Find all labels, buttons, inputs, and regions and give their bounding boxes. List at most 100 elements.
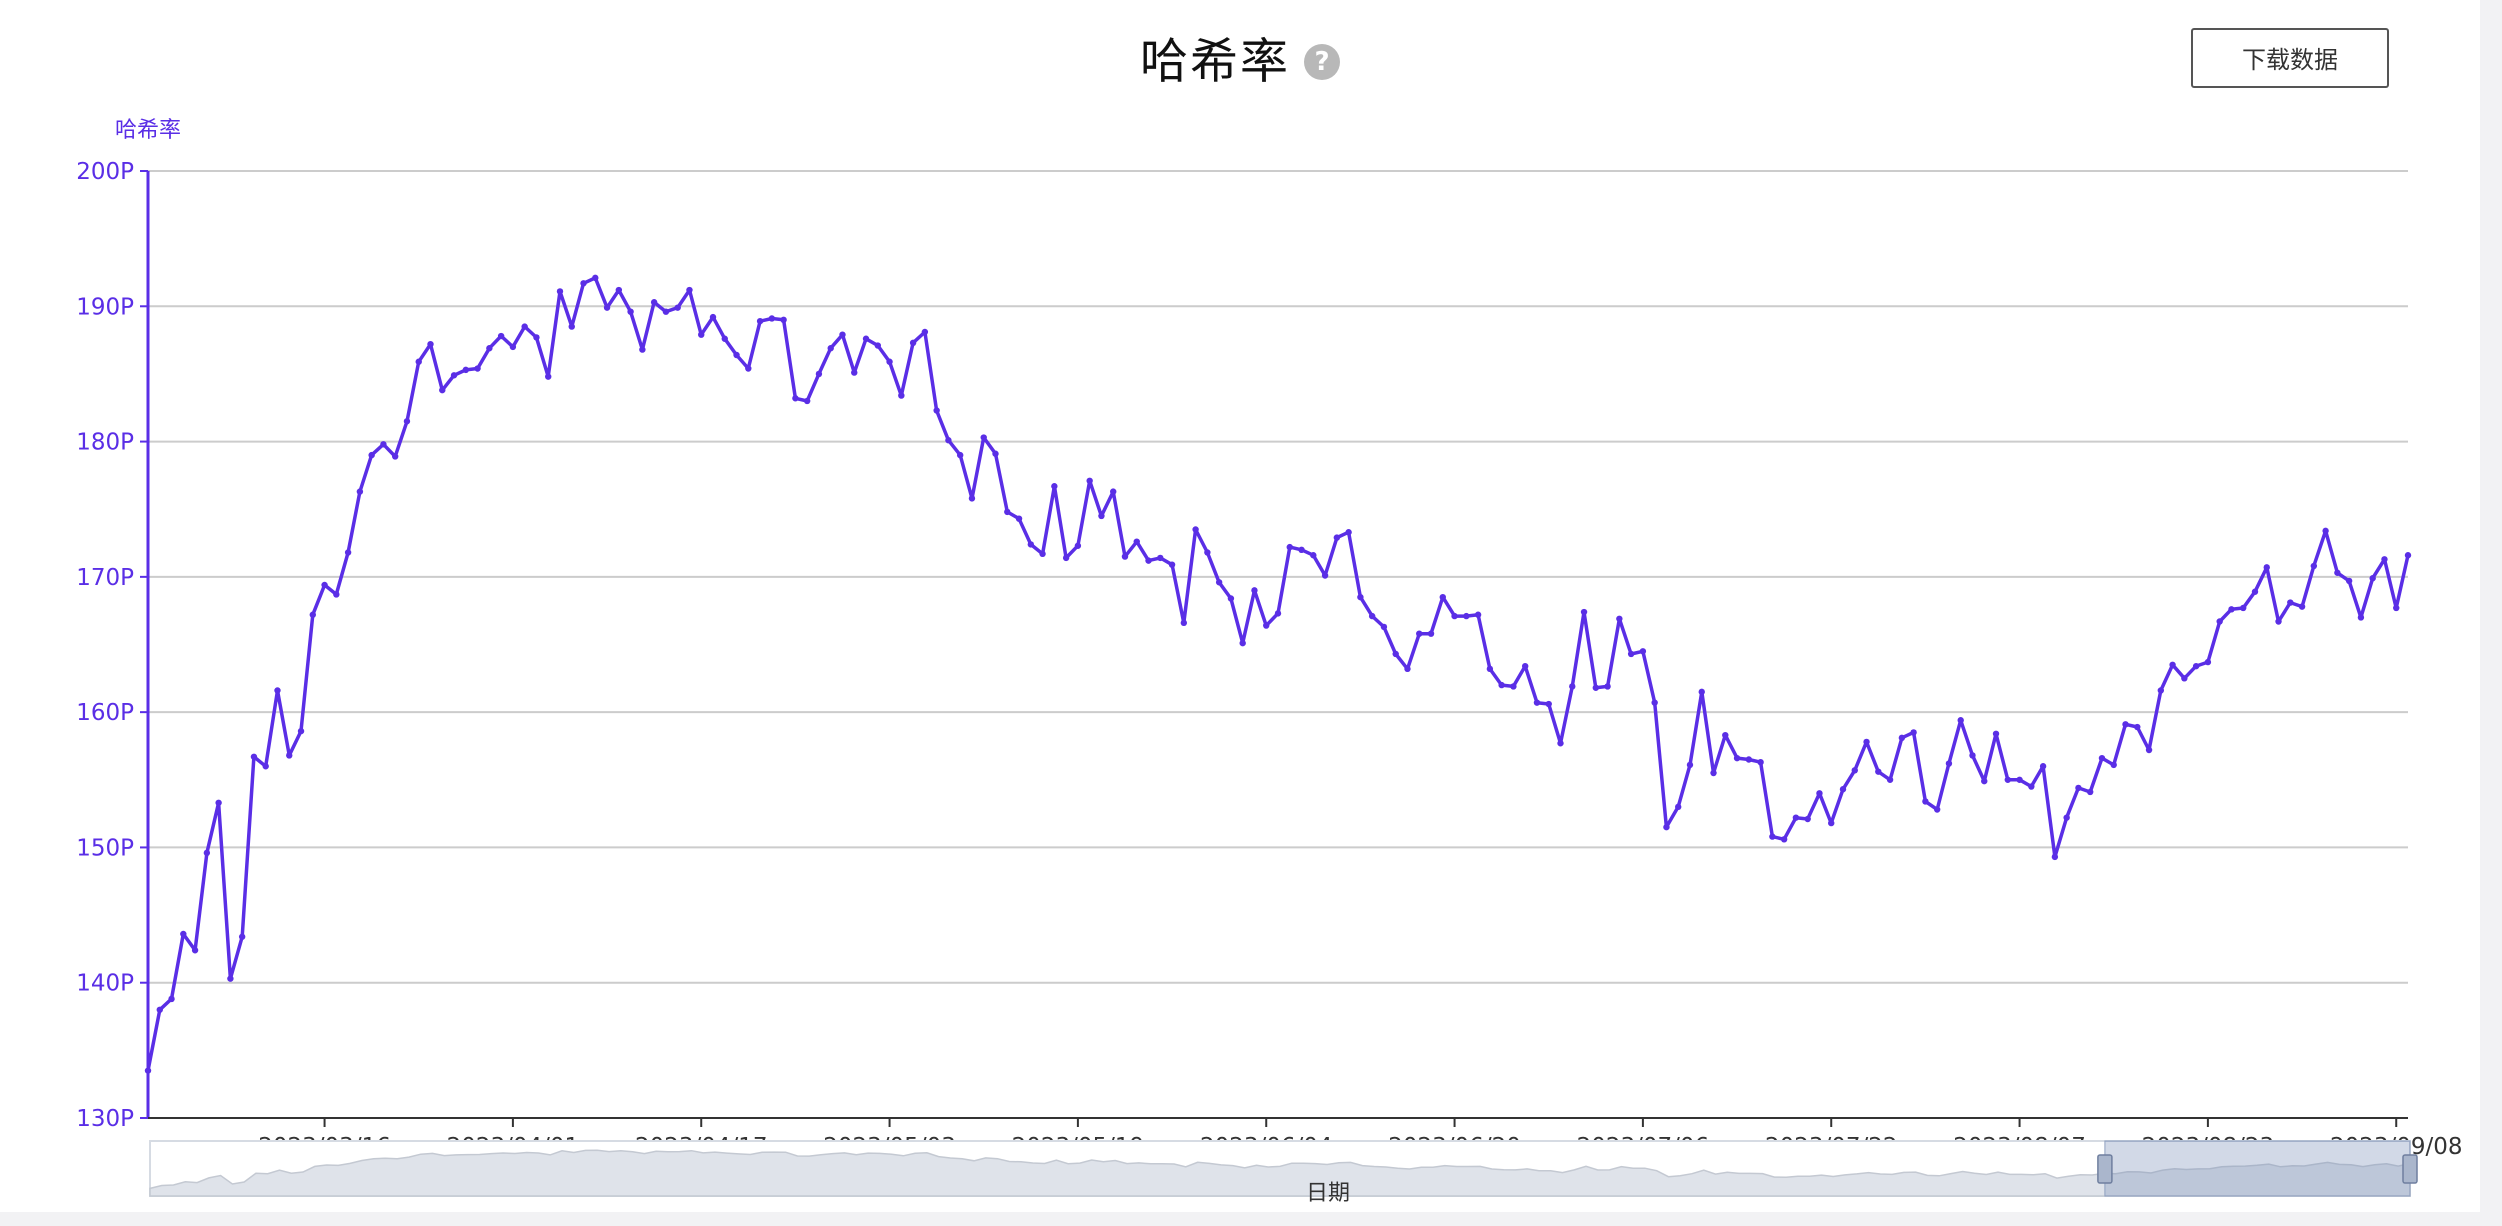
data-point: [1710, 769, 1717, 777]
data-point: [1416, 630, 1423, 637]
zoom-selection[interactable]: [2104, 1140, 2411, 1197]
data-point: [2298, 603, 2306, 610]
data-point: [1451, 612, 1458, 620]
data-point: [2169, 661, 2176, 668]
data-point: [1368, 612, 1376, 620]
data-point: [698, 331, 705, 338]
data-point: [556, 288, 564, 295]
data-point: [1698, 688, 1705, 696]
data-point: [415, 358, 422, 365]
data-point: [2357, 614, 2365, 621]
data-point: [768, 315, 776, 322]
data-point: [1086, 477, 1093, 485]
data-point: [286, 752, 293, 759]
data-point: [2145, 746, 2153, 754]
data-point: [1263, 622, 1270, 629]
data-point: [2381, 556, 2388, 563]
data-point: [1616, 615, 1623, 622]
data-point: [1604, 683, 1611, 690]
data-point: [1969, 752, 1976, 759]
data-point: [274, 687, 281, 694]
data-point: [1839, 786, 1847, 793]
download-data-button[interactable]: 下载数据: [2191, 28, 2389, 88]
data-point: [2404, 552, 2412, 559]
data-point: [815, 370, 823, 378]
data-point: [1474, 611, 1482, 618]
data-point: [2322, 527, 2329, 535]
data-point: [2039, 763, 2047, 770]
data-point: [1051, 483, 1058, 490]
data-point: [1015, 515, 1023, 522]
data-point: [1486, 665, 1494, 673]
data-point: [980, 434, 987, 441]
data-point: [227, 975, 234, 982]
data-point: [898, 392, 905, 399]
data-point: [1133, 538, 1140, 545]
data-point: [1945, 760, 1953, 767]
data-point: [2016, 776, 2023, 783]
data-point: [2181, 675, 2188, 682]
y-tick-label: 190P: [76, 294, 134, 320]
data-point: [2051, 853, 2059, 861]
data-point: [1310, 552, 1317, 559]
data-point: [2157, 687, 2165, 694]
data-point: [2287, 599, 2294, 606]
data-point: [497, 332, 505, 340]
data-point: [1886, 776, 1894, 783]
data-point: [238, 933, 246, 940]
data-point: [521, 323, 528, 330]
data-point: [2310, 562, 2318, 570]
data-point: [603, 304, 611, 311]
data-point: [1769, 833, 1776, 840]
data-point: [1922, 798, 1929, 805]
data-point: [427, 340, 434, 348]
data-point: [1828, 819, 1835, 827]
data-point: [1404, 665, 1411, 673]
data-point: [368, 451, 375, 459]
data-point: [1804, 815, 1811, 823]
y-tick-label: 160P: [76, 700, 134, 726]
data-point: [733, 351, 740, 359]
data-point: [333, 591, 340, 598]
data-point: [1780, 836, 1788, 843]
title-row: 哈希率?: [0, 28, 2480, 94]
data-point: [874, 342, 881, 349]
data-point: [1957, 717, 1964, 724]
data-point: [780, 316, 787, 324]
y-tick-label: 150P: [76, 835, 134, 861]
data-point: [1651, 699, 1658, 706]
data-point: [2086, 788, 2094, 796]
zoom-handle-start[interactable]: [2097, 1154, 2113, 1184]
data-point: [1180, 619, 1188, 627]
data-point: [450, 372, 458, 379]
data-point: [215, 799, 222, 806]
data-point: [933, 407, 940, 414]
data-point: [2345, 577, 2353, 585]
data-point: [2393, 604, 2400, 612]
data-point: [1168, 561, 1176, 568]
data-point: [921, 328, 929, 336]
data-point: [1062, 554, 1070, 562]
data-point: [1745, 756, 1753, 763]
data-point: [1027, 541, 1035, 548]
question-circle-icon[interactable]: ?: [1304, 43, 1340, 80]
data-point: [380, 441, 387, 448]
zoom-handle-end[interactable]: [2402, 1154, 2418, 1184]
data-point: [403, 418, 411, 425]
data-point: [851, 369, 858, 376]
data-point: [615, 286, 623, 294]
data-point: [1510, 683, 1517, 690]
data-point: [2098, 754, 2106, 762]
data-point: [1627, 650, 1635, 658]
data-point: [1286, 543, 1293, 551]
axes: 130P140P150P160P170P180P190P200P2023/03/…: [76, 159, 2462, 1160]
data-point: [1757, 758, 1764, 766]
data-point: [344, 549, 352, 556]
data-zoom-slider[interactable]: 日期: [149, 1140, 2418, 1206]
data-point: [1639, 648, 1647, 655]
data-point: [827, 345, 834, 352]
data-point: [2028, 783, 2035, 790]
data-point: [568, 323, 575, 330]
data-point: [2263, 564, 2270, 571]
data-point: [1733, 754, 1741, 762]
